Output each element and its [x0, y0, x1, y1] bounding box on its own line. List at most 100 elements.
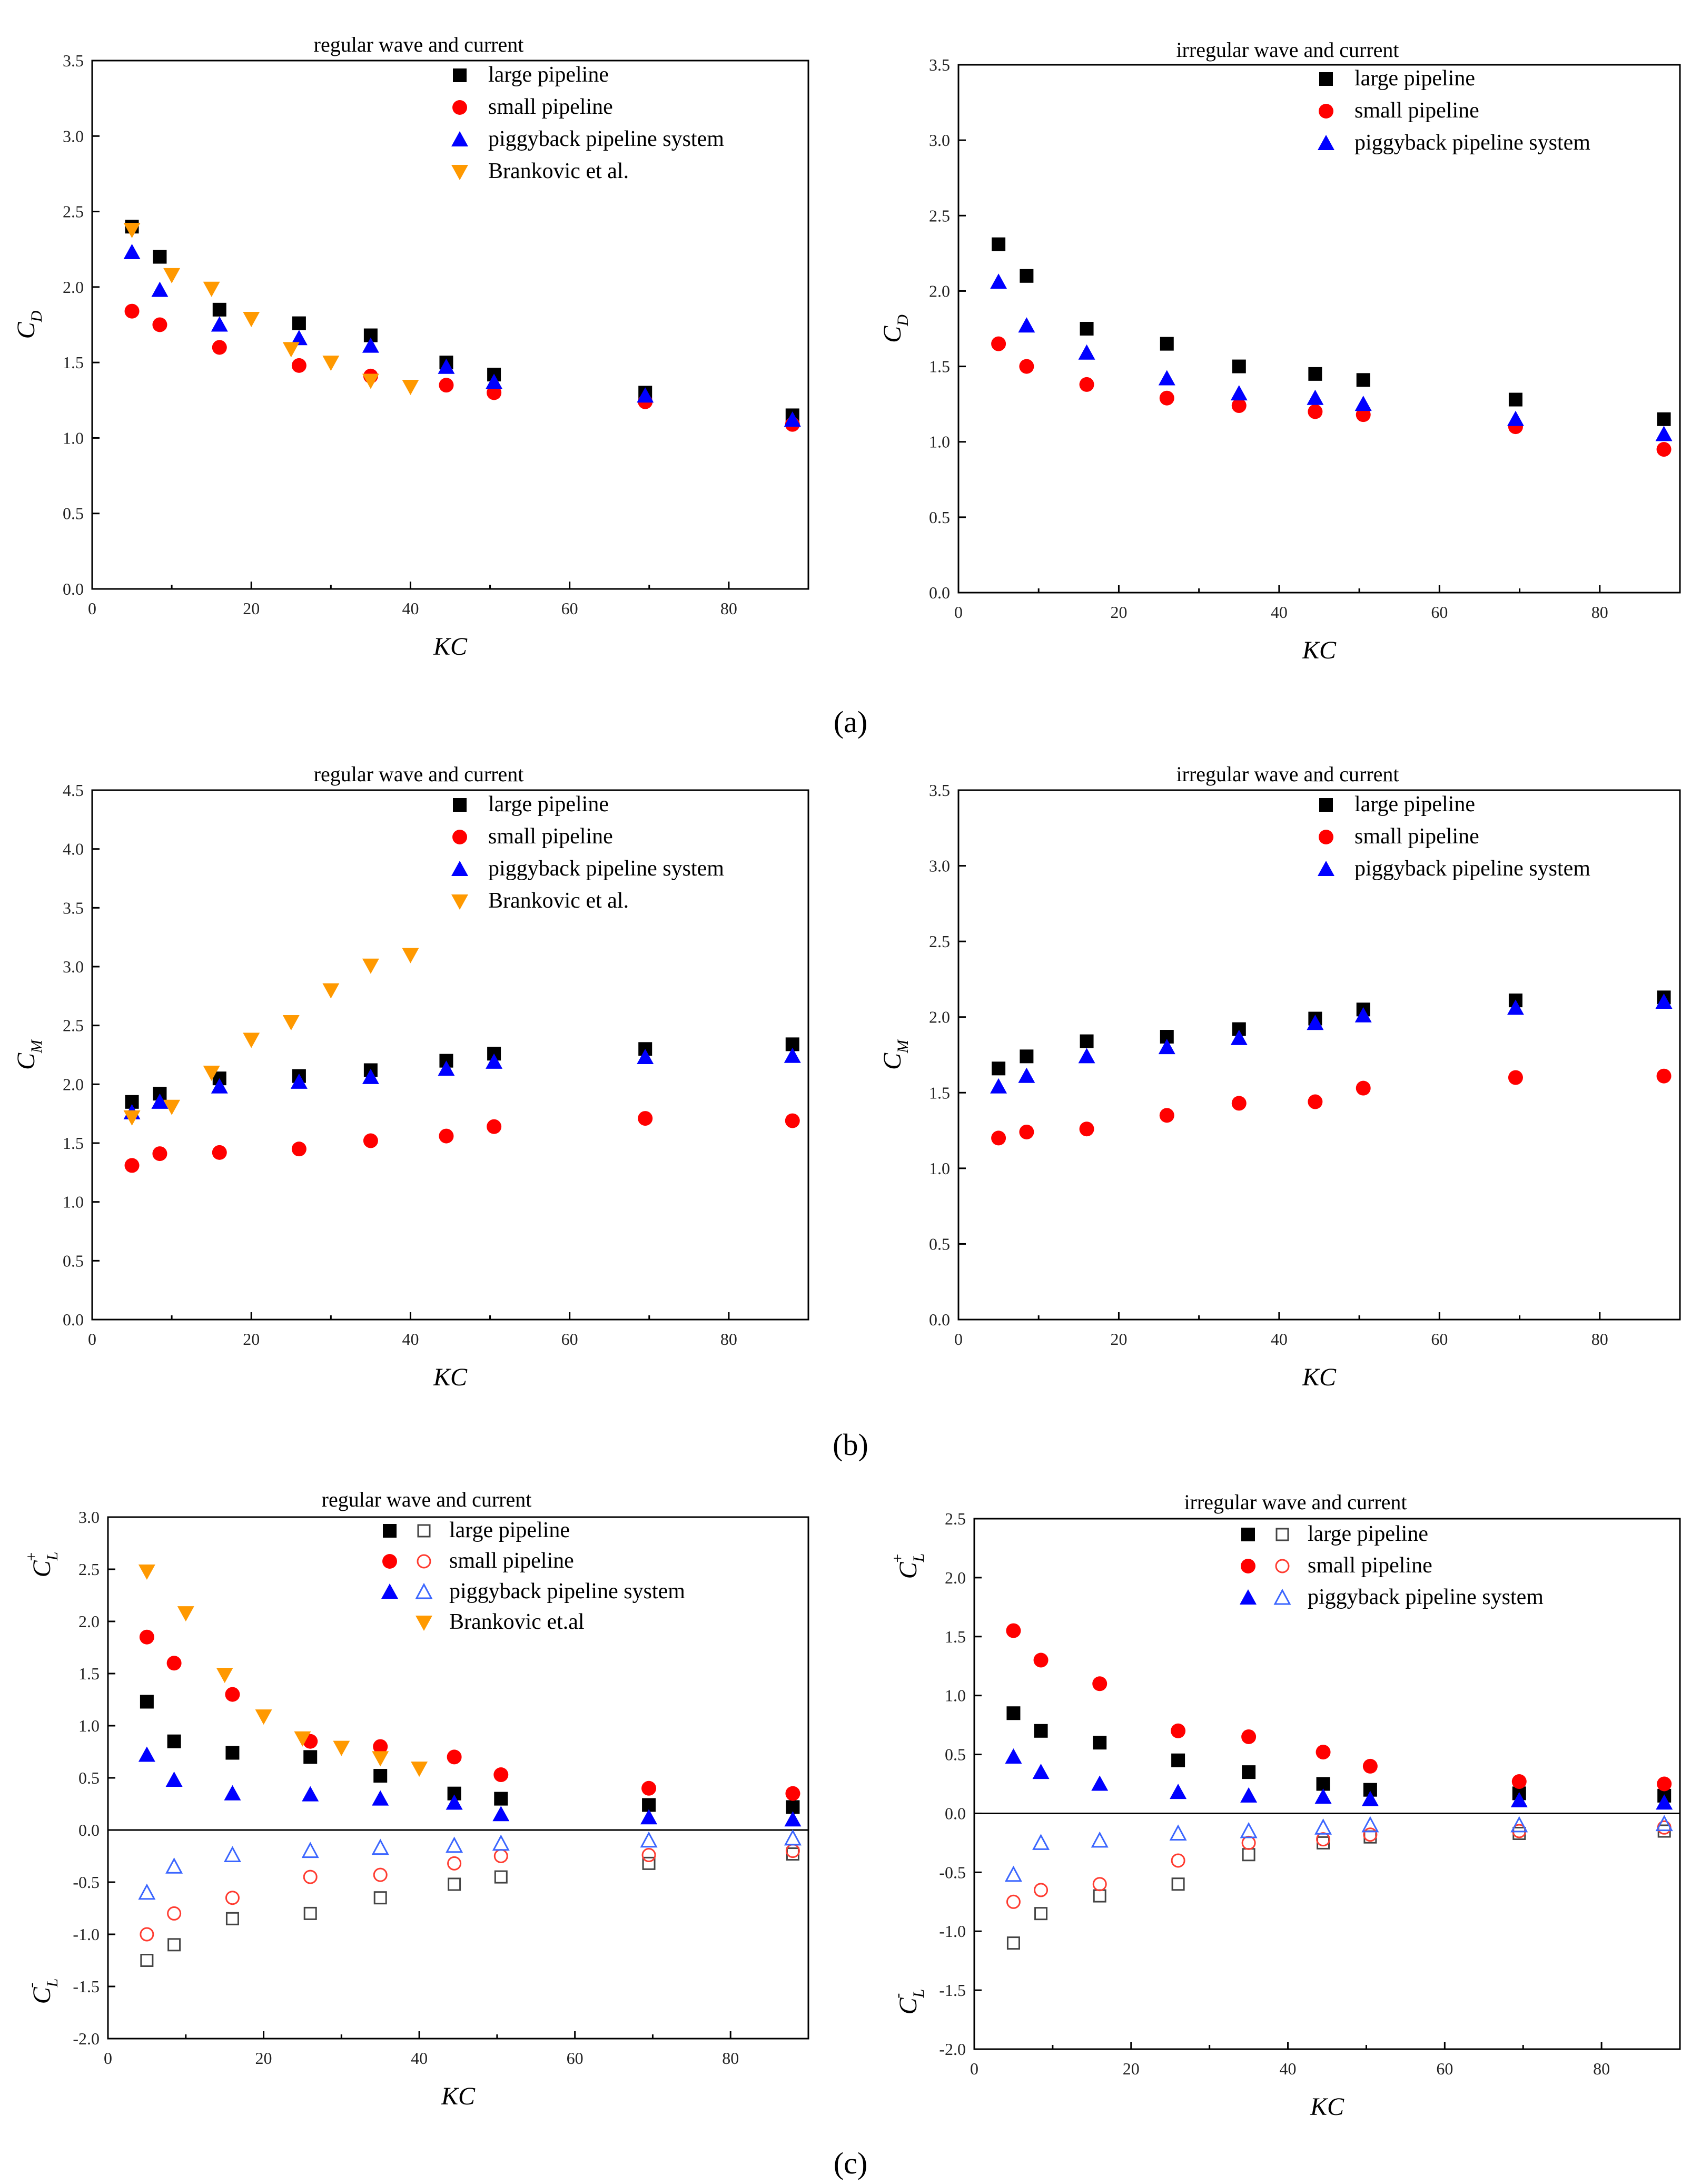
data-point [439, 1128, 454, 1144]
series-3 [123, 948, 419, 1126]
data-point [786, 1847, 799, 1861]
y-tick-label: 0.5 [63, 1251, 84, 1270]
legend: large pipeline small pipeline piggyback pi… [381, 1518, 685, 1634]
data-point [140, 1695, 154, 1709]
y-tick-label: -1.0 [73, 1925, 100, 1944]
data-point [1160, 337, 1174, 351]
data-point [1231, 1096, 1247, 1111]
data-point [1092, 1676, 1107, 1691]
x-axis-label: KC [1310, 2093, 1344, 2121]
data-point [291, 358, 306, 373]
y-tick-label: 1.0 [78, 1716, 100, 1735]
data-point [1308, 404, 1323, 419]
data-point [493, 1767, 509, 1783]
x-tick-label: 20 [243, 599, 260, 618]
data-point [784, 1047, 801, 1063]
data-point [163, 1099, 181, 1115]
series-2 [1005, 1748, 1673, 1810]
data-point [123, 1110, 141, 1126]
data-point [140, 1927, 154, 1942]
data-point [140, 1954, 154, 1967]
legend-label: large pipeline [488, 792, 609, 816]
legend-marker [1241, 1559, 1255, 1573]
y-label-sub: L [910, 1553, 927, 1563]
data-point [1034, 1907, 1048, 1921]
data-point [487, 385, 502, 400]
series-5 [1004, 1815, 1673, 1882]
data-point [1231, 398, 1247, 414]
x-tick-label: 40 [1271, 603, 1288, 622]
data-point [124, 303, 140, 319]
y-axis-label: CM [12, 1039, 45, 1070]
chart-title: regular wave and current [314, 33, 524, 56]
data-point [372, 1790, 389, 1806]
x-tick-label: 0 [88, 1330, 96, 1349]
legend-label: small pipeline [488, 824, 613, 849]
data-point [152, 1146, 167, 1162]
legend-label: large pipeline [1354, 792, 1475, 816]
data-point [1078, 1048, 1095, 1064]
data-point [123, 222, 141, 238]
data-point [1362, 1758, 1378, 1774]
data-point [151, 281, 169, 297]
data-point [290, 1073, 308, 1089]
data-point [486, 373, 503, 389]
y-axis-label-bottom: CL- [889, 1989, 927, 2015]
legend: large pipeline small pipeline piggyback pi… [1318, 792, 1590, 881]
data-point [282, 342, 300, 358]
x-axis-label: KC [1302, 636, 1337, 664]
legend-label: small pipeline [1308, 1553, 1432, 1578]
y-label-sub: M [894, 1039, 912, 1054]
data-point [255, 1709, 272, 1725]
data-point [1307, 389, 1324, 405]
y-tick-label: 1.5 [945, 1627, 966, 1646]
data-point [486, 1053, 503, 1069]
legend-label: piggyback pipeline system [488, 857, 724, 881]
data-point [322, 356, 340, 371]
legend-label: large pipeline [449, 1518, 570, 1542]
y-tick-label: 2.5 [63, 202, 84, 221]
x-tick-label: 60 [561, 1330, 578, 1349]
y-tick-label: 2.0 [929, 281, 950, 300]
legend-marker [417, 1554, 431, 1569]
legend-marker [453, 68, 467, 82]
data-point [1655, 993, 1673, 1009]
data-point [1356, 373, 1370, 387]
data-point [1508, 1070, 1523, 1085]
plot-frame [91, 60, 809, 590]
y-label-main: C [12, 1052, 40, 1070]
x-tick-label: 60 [1431, 1330, 1448, 1349]
data-point [225, 1746, 240, 1760]
plot-frame [973, 1518, 1681, 2050]
data-point [373, 1867, 388, 1882]
data-point [992, 237, 1006, 251]
legend-marker [452, 830, 467, 844]
data-point [1240, 1822, 1258, 1838]
data-point [362, 373, 379, 389]
data-point [1020, 269, 1034, 283]
y-tick-label: 0.0 [63, 1310, 84, 1329]
y-tick-label: 0.5 [78, 1768, 100, 1787]
x-tick-label: 80 [720, 599, 737, 618]
data-point [1242, 1848, 1255, 1862]
chart-title: regular wave and current [322, 1488, 532, 1511]
legend-label: piggyback pipeline system [449, 1579, 685, 1603]
legend-marker [1319, 830, 1333, 844]
x-tick-label: 0 [104, 2049, 112, 2068]
y-tick-label: -2.0 [939, 2040, 966, 2059]
data-point [1316, 1745, 1331, 1760]
data-point [303, 1906, 317, 1920]
x-tick-label: 20 [1123, 2059, 1140, 2078]
legend-marker [1319, 798, 1333, 812]
chart-title: regular wave and current [314, 762, 524, 786]
legend-marker [451, 165, 468, 180]
x-tick-label: 80 [1593, 2059, 1610, 2078]
x-tick-label: 80 [722, 2049, 739, 2068]
y-tick-label: 3.0 [78, 1508, 100, 1527]
data-point [282, 1015, 300, 1030]
y-tick-label: 3.0 [63, 957, 84, 976]
data-point [371, 1838, 389, 1855]
data-point [203, 281, 220, 297]
y-tick-label: 2.5 [929, 932, 950, 951]
data-point [1034, 1883, 1049, 1897]
